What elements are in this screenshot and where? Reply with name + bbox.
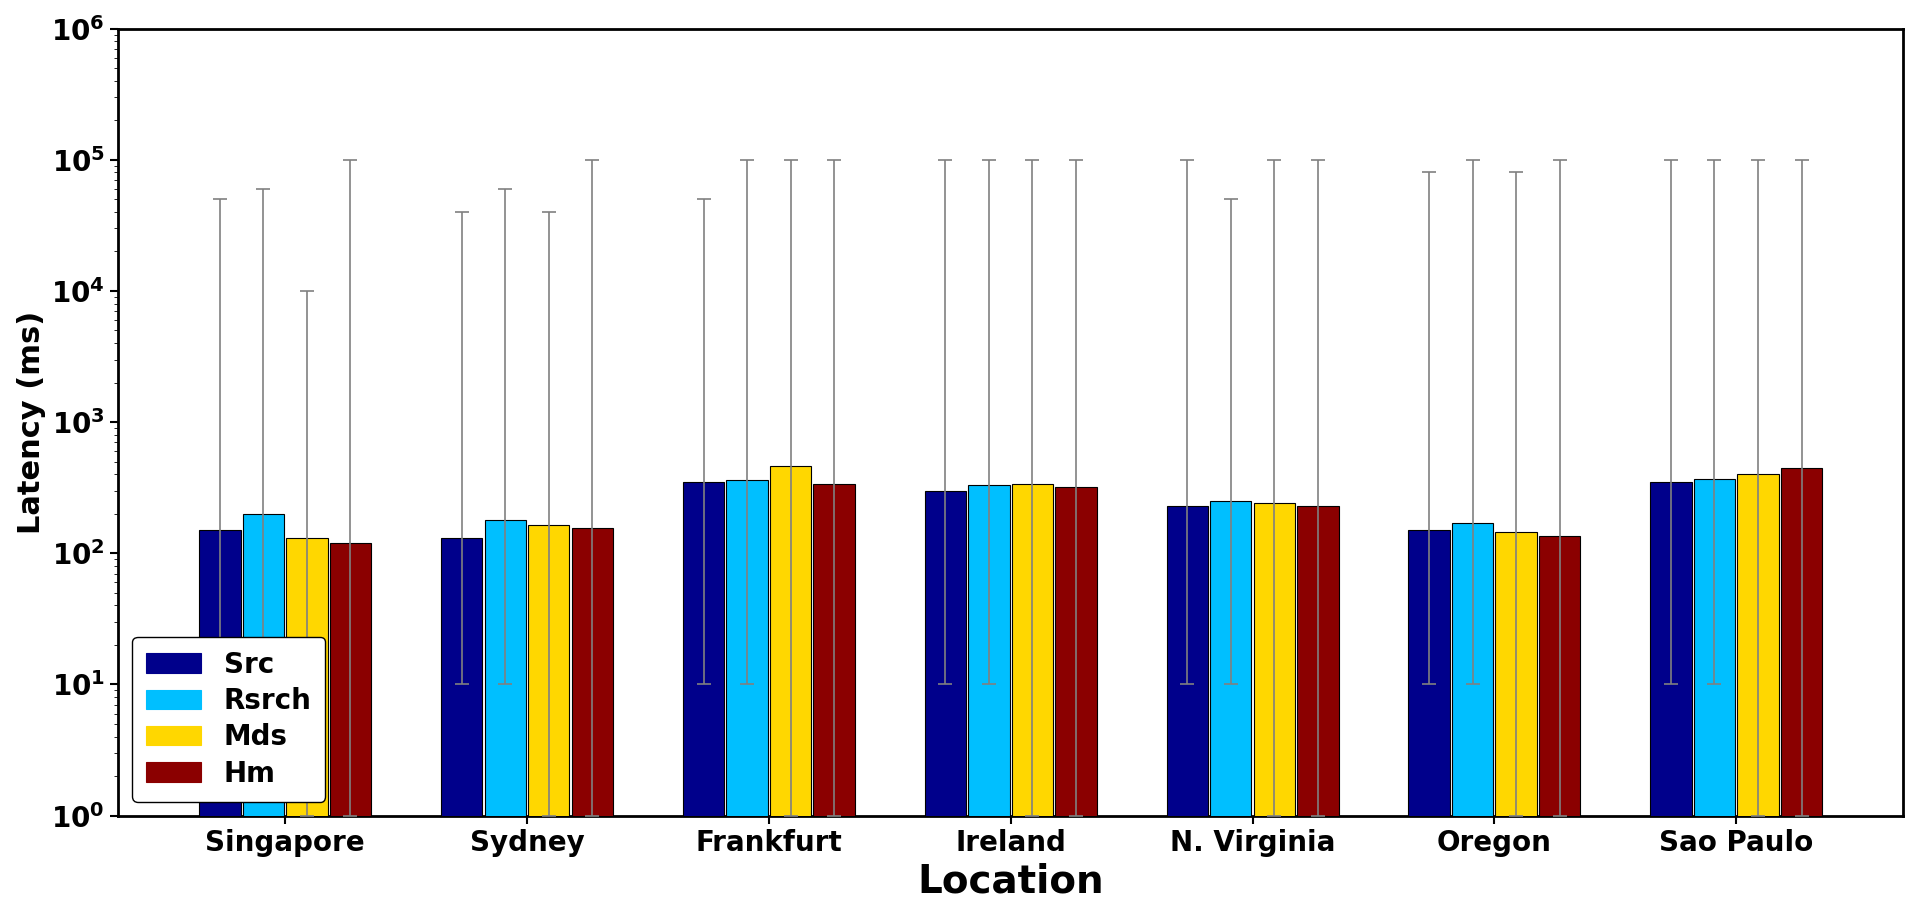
Bar xyxy=(925,491,966,917)
Bar xyxy=(1452,523,1494,917)
Legend: Src, Rsrch, Mds, Hm: Src, Rsrch, Mds, Hm xyxy=(132,637,324,801)
Bar xyxy=(484,520,526,917)
Bar xyxy=(200,530,240,917)
Bar xyxy=(1254,503,1294,917)
Bar xyxy=(1782,468,1822,917)
Bar xyxy=(1298,506,1338,917)
Bar xyxy=(1056,487,1096,917)
Bar xyxy=(442,538,482,917)
Bar xyxy=(770,467,812,917)
Bar xyxy=(726,481,768,917)
Bar xyxy=(1496,532,1536,917)
X-axis label: Location: Location xyxy=(918,862,1104,900)
Bar xyxy=(1693,479,1736,917)
Bar xyxy=(330,543,371,917)
Bar xyxy=(1210,501,1252,917)
Bar xyxy=(572,528,612,917)
Bar xyxy=(528,525,570,917)
Bar xyxy=(286,538,328,917)
Bar xyxy=(1649,482,1692,917)
Bar xyxy=(1167,506,1208,917)
Bar xyxy=(1409,530,1450,917)
Bar xyxy=(1738,474,1778,917)
Bar xyxy=(968,485,1010,917)
Y-axis label: Latency (ms): Latency (ms) xyxy=(17,311,46,534)
Bar xyxy=(684,482,724,917)
Bar xyxy=(814,483,854,917)
Bar xyxy=(1540,536,1580,917)
Bar xyxy=(242,514,284,917)
Bar xyxy=(1012,483,1054,917)
